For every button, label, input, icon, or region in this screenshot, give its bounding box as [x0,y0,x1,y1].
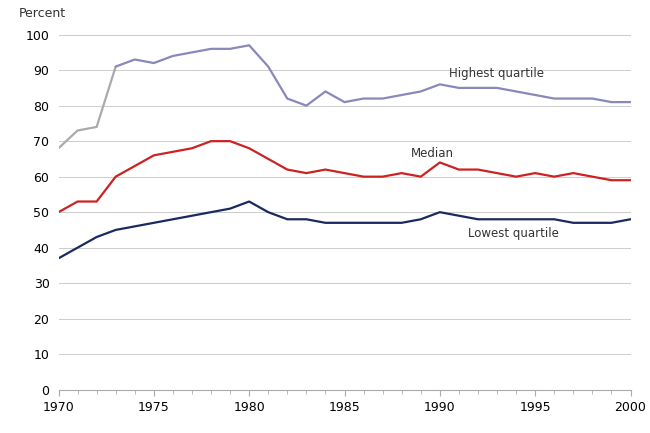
Text: Highest quartile: Highest quartile [449,67,544,80]
Text: Lowest quartile: Lowest quartile [469,227,559,240]
Text: Percent: Percent [18,7,66,20]
Text: Median: Median [411,147,454,160]
